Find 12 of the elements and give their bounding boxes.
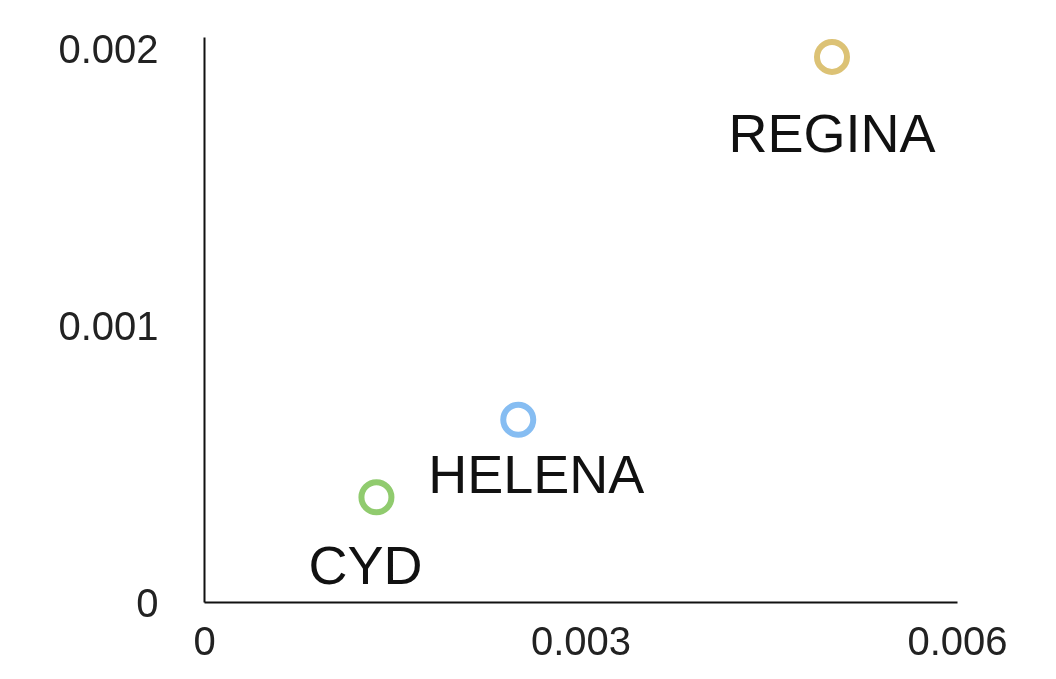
y-tick-label: 0.002 (58, 26, 159, 71)
point (814, 38, 850, 75)
y-tick-label: 0 (136, 580, 159, 625)
y-tick-label: 0.001 (58, 303, 159, 348)
x-tick-label: 0.006 (907, 618, 1008, 663)
point (358, 479, 395, 516)
x-tick-label: 0 (193, 618, 216, 663)
series-label: HELENA (428, 443, 645, 504)
x-tick-label: 0.003 (530, 618, 632, 663)
point (500, 401, 537, 438)
series-label: REGINA (728, 102, 936, 163)
series-label: CYD (308, 535, 423, 596)
